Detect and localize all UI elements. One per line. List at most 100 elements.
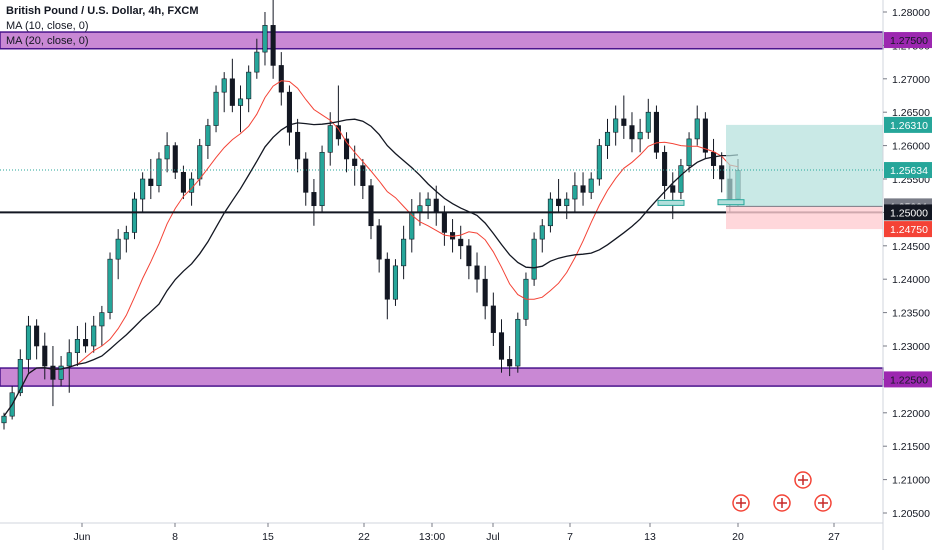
candle-body [25, 325, 32, 360]
candle [237, 85, 244, 133]
candle-body [66, 352, 72, 367]
support-price-label-text: 1.22500 [890, 374, 928, 386]
candle [205, 118, 211, 159]
candle-body [115, 238, 121, 260]
ma20-line [3, 118, 739, 417]
y-tick-label: 1.20500 [892, 508, 930, 520]
x-tick-label: 15 [262, 531, 274, 543]
candle [719, 152, 725, 193]
candle [588, 172, 594, 200]
stop-zone[interactable] [726, 206, 883, 230]
candle [629, 112, 635, 153]
candle-body [278, 65, 284, 93]
line-price-label-bg [884, 204, 932, 221]
candle [637, 118, 643, 153]
candle [458, 225, 464, 260]
candle-body [17, 359, 23, 394]
candle-body [303, 158, 309, 193]
candle-body [490, 305, 496, 333]
candle [710, 138, 717, 179]
candle [303, 152, 309, 206]
candle-body [629, 125, 635, 140]
x-tick-label: Jun [74, 531, 91, 543]
candle [368, 179, 374, 240]
candle [148, 158, 154, 200]
event-flag-icon[interactable] [732, 494, 750, 512]
candle [164, 132, 170, 173]
candle [531, 232, 537, 286]
candle-body [107, 258, 113, 313]
y-tick-label: 1.23500 [892, 308, 930, 320]
candle [572, 172, 578, 213]
candle [604, 118, 611, 159]
x-tick-label: 13 [644, 531, 656, 543]
last-price-label-text: 1.25634 [890, 165, 928, 177]
candle-body [686, 138, 692, 166]
candle-body [58, 365, 64, 380]
support-price-label[interactable]: 1.22500 [884, 371, 932, 388]
candle-body [246, 71, 252, 100]
target-price-label[interactable]: 1.26310 [884, 116, 932, 133]
line-price-label-text: 1.25000 [890, 207, 928, 219]
candle [25, 315, 32, 373]
candle-body [319, 151, 325, 207]
event-flag-icon[interactable] [814, 494, 832, 512]
event-flag-icon[interactable] [794, 471, 812, 489]
event-flag-icon[interactable] [773, 494, 791, 512]
candle-body [156, 158, 162, 186]
candle [376, 219, 382, 273]
candle [621, 95, 627, 139]
candle [254, 38, 260, 79]
candle [156, 152, 162, 193]
candle [180, 165, 186, 200]
y-tick-label: 1.23000 [892, 341, 930, 353]
candle-body [83, 339, 89, 347]
resistance-price-label[interactable]: 1.27500 [884, 32, 932, 49]
line-price-label[interactable]: 1.25000 [884, 204, 932, 221]
candle [425, 192, 431, 220]
candle [115, 229, 121, 280]
candle-body [180, 172, 186, 193]
candle-body [702, 118, 708, 153]
candle-body [401, 238, 407, 267]
candle [327, 112, 333, 166]
target-zone[interactable] [726, 124, 883, 207]
last-price-label[interactable]: 1.25634 [884, 162, 932, 179]
stop-price-label-bg [884, 221, 932, 238]
y-tick-label: 1.26000 [892, 141, 930, 153]
support-zone [0, 367, 884, 387]
candle-body [417, 205, 423, 213]
x-tick-label: 13:00 [419, 531, 445, 543]
candle-body [343, 138, 350, 160]
stop-price-label[interactable]: 1.24750 [884, 221, 932, 238]
candle-body [588, 178, 594, 193]
candle-body [254, 51, 260, 73]
candles-layer [1, 0, 741, 430]
x-tick-label: 8 [172, 531, 178, 543]
candle-body [572, 185, 578, 200]
candle [580, 172, 586, 206]
candle [74, 325, 80, 367]
candle-body [498, 332, 505, 360]
candle [539, 219, 545, 253]
candle [507, 346, 513, 377]
candle [392, 259, 399, 306]
candle [66, 339, 72, 393]
candle [490, 292, 496, 346]
candle-body [613, 118, 619, 133]
candle [58, 356, 64, 387]
candle-body [1, 415, 7, 424]
candle-body [286, 91, 292, 133]
candle [99, 305, 105, 346]
candle-body [172, 145, 178, 173]
candle-body [564, 198, 570, 207]
candle [515, 312, 521, 373]
candle [131, 192, 138, 240]
candle [596, 138, 602, 186]
candle [498, 319, 505, 373]
candle-body [34, 325, 40, 347]
candle-body [91, 325, 97, 347]
candle [246, 65, 252, 113]
